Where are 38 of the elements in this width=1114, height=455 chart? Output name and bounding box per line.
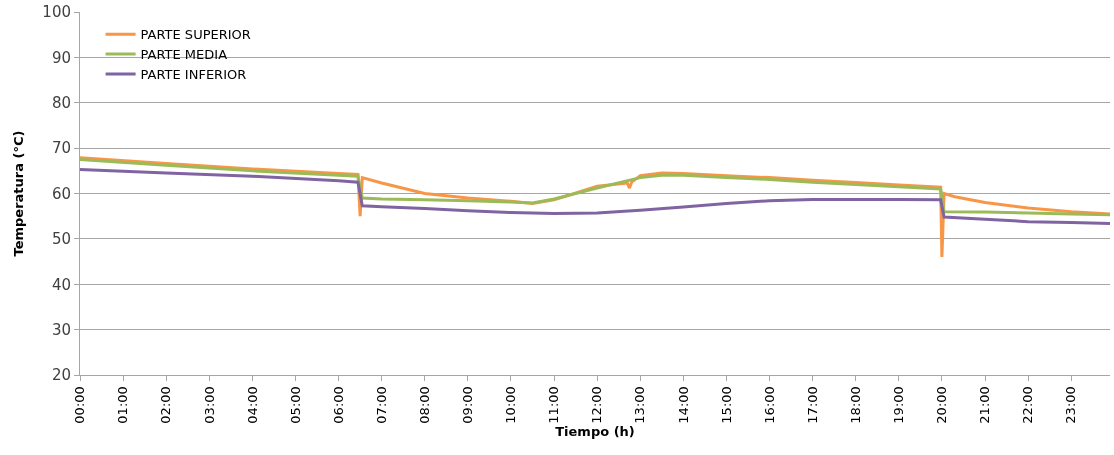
x-tick-label: 20:00 xyxy=(934,386,950,424)
x-tick-label: 23:00 xyxy=(1063,386,1079,424)
x-tick-label: 06:00 xyxy=(330,386,346,424)
y-tick-label: 90 xyxy=(51,48,71,67)
y-tick-label: 70 xyxy=(51,139,71,158)
x-tick-label: 16:00 xyxy=(761,386,777,424)
y-tick-label: 60 xyxy=(51,184,71,203)
y-tick-label: 40 xyxy=(51,275,71,294)
y-tick-label: 20 xyxy=(51,366,71,385)
legend-label: PARTE SUPERIOR xyxy=(140,27,251,43)
y-tick-label: 50 xyxy=(51,230,71,249)
x-tick-label: 04:00 xyxy=(244,386,260,424)
y-tick-label: 30 xyxy=(51,320,71,339)
x-tick-label: 10:00 xyxy=(503,386,519,424)
x-tick-label: 21:00 xyxy=(977,386,993,424)
x-tick-label: 14:00 xyxy=(675,386,691,424)
x-tick-label: 19:00 xyxy=(891,386,907,424)
y-tick-label: 80 xyxy=(51,94,71,112)
x-tick-label: 08:00 xyxy=(416,386,432,424)
x-tick-label: 01:00 xyxy=(115,386,131,424)
x-tick-label: 03:00 xyxy=(201,386,217,424)
legend-label: PARTE INFERIOR xyxy=(140,67,247,83)
y-tick-label: 100 xyxy=(42,3,71,22)
x-tick-label: 09:00 xyxy=(460,386,476,424)
x-tick-label: 12:00 xyxy=(589,386,605,424)
x-tick-label: 11:00 xyxy=(546,386,562,424)
legend-label: PARTE MEDIA xyxy=(140,47,228,63)
x-tick-label: 05:00 xyxy=(287,386,303,424)
x-tick-label: 22:00 xyxy=(1020,386,1036,424)
x-tick-label: 07:00 xyxy=(373,386,389,424)
x-tick-label: 02:00 xyxy=(158,386,174,424)
x-tick-label: 00:00 xyxy=(72,386,88,424)
x-tick-label: 17:00 xyxy=(804,386,820,424)
y-axis-title: Temperatura (°C) xyxy=(11,130,27,257)
x-axis-title: Tiempo (h) xyxy=(555,424,635,440)
x-tick-label: 18:00 xyxy=(847,386,863,424)
x-tick-label: 15:00 xyxy=(718,386,734,424)
x-tick-label: 13:00 xyxy=(632,386,648,424)
